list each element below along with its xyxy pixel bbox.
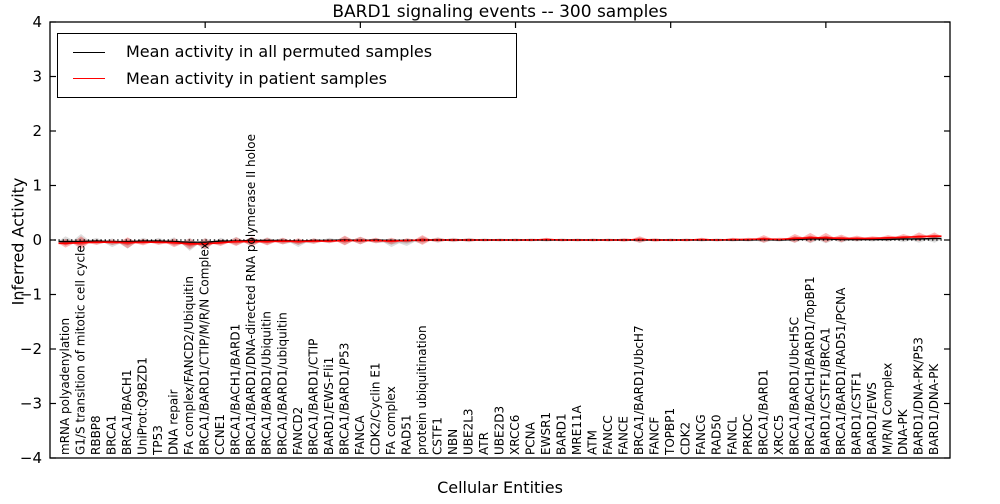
category-label: DNA repair xyxy=(167,389,181,455)
category-label: protein ubiquitination xyxy=(415,325,429,455)
legend-item-permuted: Mean activity in all permuted samples xyxy=(58,44,516,60)
category-label: BRCA1/BARD1/CTIP/M/R/N Complex xyxy=(198,242,212,455)
category-label: BRCA1 xyxy=(105,415,119,455)
y-tick-label: −4 xyxy=(20,449,42,467)
y-tick-label: 4 xyxy=(32,13,42,31)
category-label: FANCC xyxy=(601,415,615,455)
category-label: M/R/N Complex xyxy=(880,363,894,455)
y-tick-label: 0 xyxy=(32,231,42,249)
category-label: BRCA1/BARD1/RAD51/PCNA xyxy=(834,287,848,455)
category-label: BARD1 xyxy=(555,413,569,455)
category-label: DNA-PK xyxy=(896,408,910,455)
category-label: FA complex/FANCD2/Ubiquitin xyxy=(182,276,196,455)
category-label: BRCA1/BACH1/BARD1 xyxy=(229,324,243,455)
category-label: G1/S transition of mitotic cell cycle xyxy=(74,245,88,455)
category-label: BRCA1/BARD1/ubiquitin xyxy=(275,312,289,455)
category-label: BARD1/EWS xyxy=(865,382,879,455)
category-label: BRCA1/BARD1/UbcH5C xyxy=(787,317,801,455)
category-label: ATM xyxy=(586,430,600,455)
patient-band xyxy=(58,232,942,250)
category-label: UniProt:Q9BZD1 xyxy=(136,357,150,455)
category-label: RAD50 xyxy=(710,414,724,455)
category-label: UBE2L3 xyxy=(462,408,476,455)
category-label: XRCC6 xyxy=(508,415,522,455)
category-label: FANCA xyxy=(353,415,367,455)
category-label: BRCA1/BARD1/P53 xyxy=(337,343,351,455)
category-label: BRCA1/BARD1/Ubiquitin xyxy=(260,311,274,455)
y-tick-label: 1 xyxy=(32,177,42,195)
red-line-swatch xyxy=(73,78,105,80)
category-label: CDK2/Cyclin E1 xyxy=(368,362,382,455)
y-tick-label: 3 xyxy=(32,68,42,86)
category-label: CCNE1 xyxy=(213,414,227,455)
legend-item-patient: Mean activity in patient samples xyxy=(58,68,516,88)
legend: Mean activity in all permuted samples Me… xyxy=(57,33,517,98)
legend-label-permuted: Mean activity in all permuted samples xyxy=(126,42,433,62)
category-label: BRCA1/BARD1/DNA-directed RNA polymerase … xyxy=(244,134,258,455)
category-label: TP53 xyxy=(151,425,165,456)
x-axis-label: Cellular Entities xyxy=(437,478,563,497)
black-line-swatch xyxy=(73,51,105,53)
category-label: BRCA1/BARD1/UbcH7 xyxy=(632,325,646,455)
category-label: FANCF xyxy=(648,417,662,455)
category-label: BARD1/DNA-PK/P53 xyxy=(912,337,926,455)
category-label: ATR xyxy=(477,432,491,455)
category-label: BRCA1/BACH1 xyxy=(120,369,134,455)
y-tick-label: −3 xyxy=(20,395,42,413)
category-label: BARD1/CSTF1/BRCA1 xyxy=(818,327,832,455)
category-label: BRCA1/BARD1/CTIP xyxy=(306,339,320,455)
y-axis-label: Inferred Activity xyxy=(8,177,28,306)
category-label: RBBP8 xyxy=(89,415,103,455)
chart-title: BARD1 signaling events -- 300 samples xyxy=(332,2,668,22)
category-label: BRCA1/BARD1 xyxy=(756,369,770,455)
category-label: BARD1/CSTF1 xyxy=(849,371,863,455)
legend-label-patient: Mean activity in patient samples xyxy=(126,68,387,88)
category-label: BARD1/DNA-PK xyxy=(927,363,941,455)
category-label: NBN xyxy=(446,429,460,455)
category-label: FANCL xyxy=(725,417,739,455)
category-label: BARD1/EWS-Fli1 xyxy=(322,357,336,455)
category-label: PRKDC xyxy=(741,414,755,455)
category-label: FANCE xyxy=(617,416,631,455)
category-label: mRNA polyadenylation xyxy=(58,318,72,455)
category-label: PCNA xyxy=(524,421,538,455)
category-label: FANCG xyxy=(694,414,708,455)
category-label: XRCC5 xyxy=(772,415,786,455)
y-tick-label: −2 xyxy=(20,340,42,358)
category-label: RAD51 xyxy=(399,414,413,455)
category-label: CSTF1 xyxy=(430,417,444,455)
y-tick-label: 2 xyxy=(32,122,42,140)
category-label: FANCD2 xyxy=(291,407,305,455)
category-label: MRE11A xyxy=(570,404,584,455)
category-label: EWSR1 xyxy=(539,412,553,455)
category-label: BRCA1/BACH1/BARD1/TopBP1 xyxy=(803,276,817,455)
y-tick-label: −1 xyxy=(20,286,42,304)
category-label: TOPBP1 xyxy=(663,408,677,456)
category-label: CDK2 xyxy=(679,422,693,455)
category-label: FA complex xyxy=(384,386,398,455)
category-label: UBE2D3 xyxy=(493,406,507,455)
